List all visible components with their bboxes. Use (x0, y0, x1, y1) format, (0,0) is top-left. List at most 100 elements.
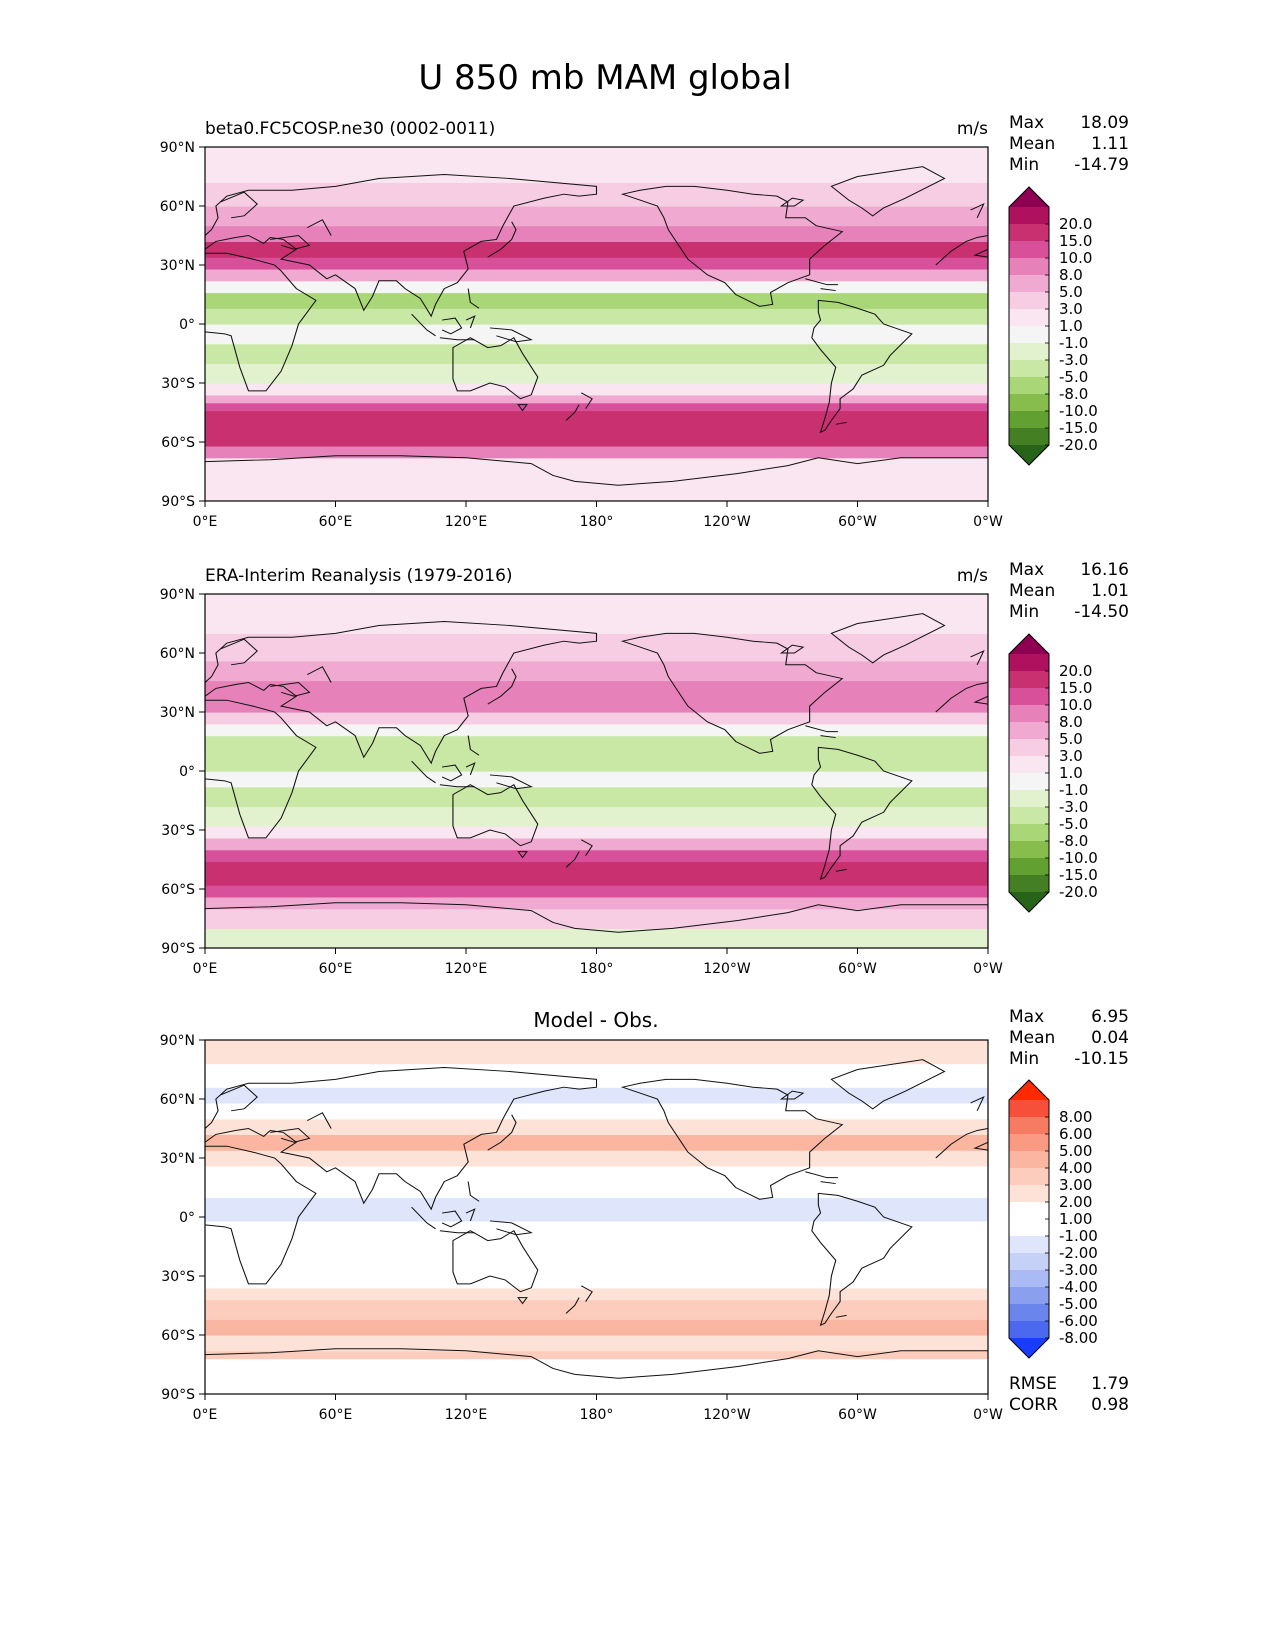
colorbar-extend-top (1009, 1080, 1049, 1100)
x-tick-label: 0°E (193, 1407, 218, 1423)
colorbar-tick-label: -5.0 (1059, 815, 1088, 833)
panel-diff-map: 90°N 60°N 30°N 0° 30°S 60°S 90°S 0°E 60°E 120°E 18… (160, 1033, 1003, 1423)
colorbar-extend-bottom (1009, 445, 1049, 465)
field-band-15 (205, 1118, 988, 1135)
colorbar-segment (1009, 654, 1049, 672)
colorbar-segment (1009, 688, 1049, 706)
field-band-5 (205, 394, 988, 404)
x-tick-label: 60°W (838, 1407, 877, 1423)
colorbar-segment (1009, 739, 1049, 757)
colorbar-segment (1009, 875, 1049, 893)
field-band-1 (205, 445, 988, 459)
colorbar-tick-label: 8.0 (1059, 266, 1083, 284)
colorbar-tick-label: 5.00 (1059, 1142, 1092, 1160)
colorbar-tick-label: -4.00 (1059, 1278, 1098, 1296)
colorbar-tick-label: 1.0 (1059, 764, 1083, 782)
colorbar-tick-label: -2.00 (1059, 1244, 1098, 1262)
panel-model-colorbar: 20.015.010.08.05.03.01.0-1.0-3.0-5.0-8.0… (1008, 186, 1098, 466)
panel-diff: 90°N 60°N 30°N 0° 30°S 60°S 90°S 0°E 60°E 120°E 18… (160, 1007, 1129, 1423)
x-tick-label: 180° (580, 514, 614, 530)
colorbar-segment (1009, 1219, 1049, 1237)
y-tick-label: 90°S (161, 941, 195, 957)
colorbar-tick-label: 10.0 (1059, 249, 1092, 267)
x-tick-label: 0°W (973, 961, 1003, 977)
field-band-3 (205, 1319, 988, 1336)
colorbar-extend-bottom (1009, 1338, 1049, 1358)
colorbar-extend-top (1009, 634, 1049, 654)
colorbar-segment (1009, 858, 1049, 876)
field-band-10 (205, 771, 988, 788)
field-band-13 (205, 723, 988, 737)
field-band-6 (205, 837, 988, 851)
colorbar-tick-label: -1.00 (1059, 1227, 1098, 1245)
panel-obs-units: m/s (957, 566, 988, 586)
field-band-5 (205, 1287, 988, 1301)
colorbar-segment (1009, 241, 1049, 259)
colorbar-tick-label: 5.0 (1059, 283, 1083, 301)
colorbar-segment (1009, 1202, 1049, 1220)
colorbar-tick-label: 3.00 (1059, 1176, 1092, 1194)
field-band-19 (205, 1040, 988, 1065)
colorbar-segment (1009, 1100, 1049, 1118)
x-tick-label: 0°E (193, 961, 218, 977)
x-tick-label: 120°E (445, 514, 488, 530)
colorbar-segment (1009, 428, 1049, 446)
y-tick-label: 60°N (160, 1092, 195, 1108)
y-tick-label: 60°N (160, 646, 195, 662)
field-band-9 (205, 1220, 988, 1238)
colorbar-segment (1009, 756, 1049, 774)
colorbar-extend-bottom (1009, 892, 1049, 912)
colorbar-segment (1009, 1253, 1049, 1271)
colorbar-segment (1009, 377, 1049, 395)
colorbar-segment (1009, 1117, 1049, 1135)
field-band-2 (205, 1335, 988, 1352)
colorbar-tick-label: 15.0 (1059, 232, 1092, 250)
y-tick-label: 30°S (161, 1269, 195, 1285)
panel-obs-stats: Max 16.16 Mean 1.01 Min -14.50 (1009, 560, 1129, 622)
panel-diff-corr-label: CORR (1009, 1395, 1058, 1415)
panel-diff-colorbar: 8.006.005.004.003.002.001.00-1.00-2.00-3… (1008, 1079, 1098, 1359)
colorbar-segment (1009, 790, 1049, 808)
colorbar-segment (1009, 824, 1049, 842)
panel-diff-center-title: Model - Obs. (533, 1008, 658, 1032)
colorbar-tick-label: -1.0 (1059, 781, 1088, 799)
colorbar-tick-label: 1.00 (1059, 1210, 1092, 1228)
panel-model-max-value: 18.09 (1080, 113, 1129, 133)
y-tick-label: 60°S (161, 435, 195, 451)
colorbar-tick-label: 10.0 (1059, 696, 1092, 714)
colorbar-segment (1009, 1134, 1049, 1152)
figure-title: U 850 mb MAM global (418, 58, 791, 98)
colorbar-segment (1009, 411, 1049, 429)
field-band-11 (205, 755, 988, 772)
colorbar-tick-label: -5.0 (1059, 368, 1088, 386)
field-band-17 (205, 1087, 988, 1104)
colorbar-segment (1009, 722, 1049, 740)
field-band-8 (205, 1236, 988, 1257)
panel-diff-min-label: Min (1009, 1049, 1039, 1069)
colorbar-tick-label: 6.00 (1059, 1125, 1092, 1143)
y-tick-label: 90°S (161, 494, 195, 510)
colorbar-tick-label: -1.0 (1059, 334, 1088, 352)
colorbar-segment (1009, 309, 1049, 327)
x-tick-label: 0°W (973, 1407, 1003, 1423)
y-tick-label: 30°S (161, 376, 195, 392)
colorbar-tick-label: 1.0 (1059, 317, 1083, 335)
y-tick-label: 0° (179, 317, 195, 333)
y-tick-label: 0° (179, 764, 195, 780)
y-tick-label: 90°N (160, 587, 195, 603)
colorbar-segment (1009, 671, 1049, 689)
colorbar-tick-label: -5.00 (1059, 1295, 1098, 1313)
colorbar-tick-label: 5.0 (1059, 730, 1083, 748)
colorbar-tick-label: -8.00 (1059, 1329, 1098, 1347)
colorbar-tick-label: 2.00 (1059, 1193, 1092, 1211)
panel-diff-mean-value: 0.04 (1091, 1028, 1129, 1048)
field-band-2 (205, 896, 988, 910)
field-band-7 (205, 363, 988, 384)
field-band-16 (205, 1102, 988, 1120)
panel-model-map: 90°N 60°N 30°N 0° 30°S 60°S 90°S 0°E 60°E 120°E 18… (160, 140, 1003, 530)
field-band-0 (205, 457, 988, 502)
field-band-4 (205, 402, 988, 412)
panel-model-max-label: Max (1009, 113, 1044, 133)
x-tick-label: 120°W (703, 514, 751, 530)
panel-obs-map: 90°N 60°N 30°N 0° 30°S 60°S 90°S 0°E 60°E 120°E 18… (160, 587, 1003, 977)
